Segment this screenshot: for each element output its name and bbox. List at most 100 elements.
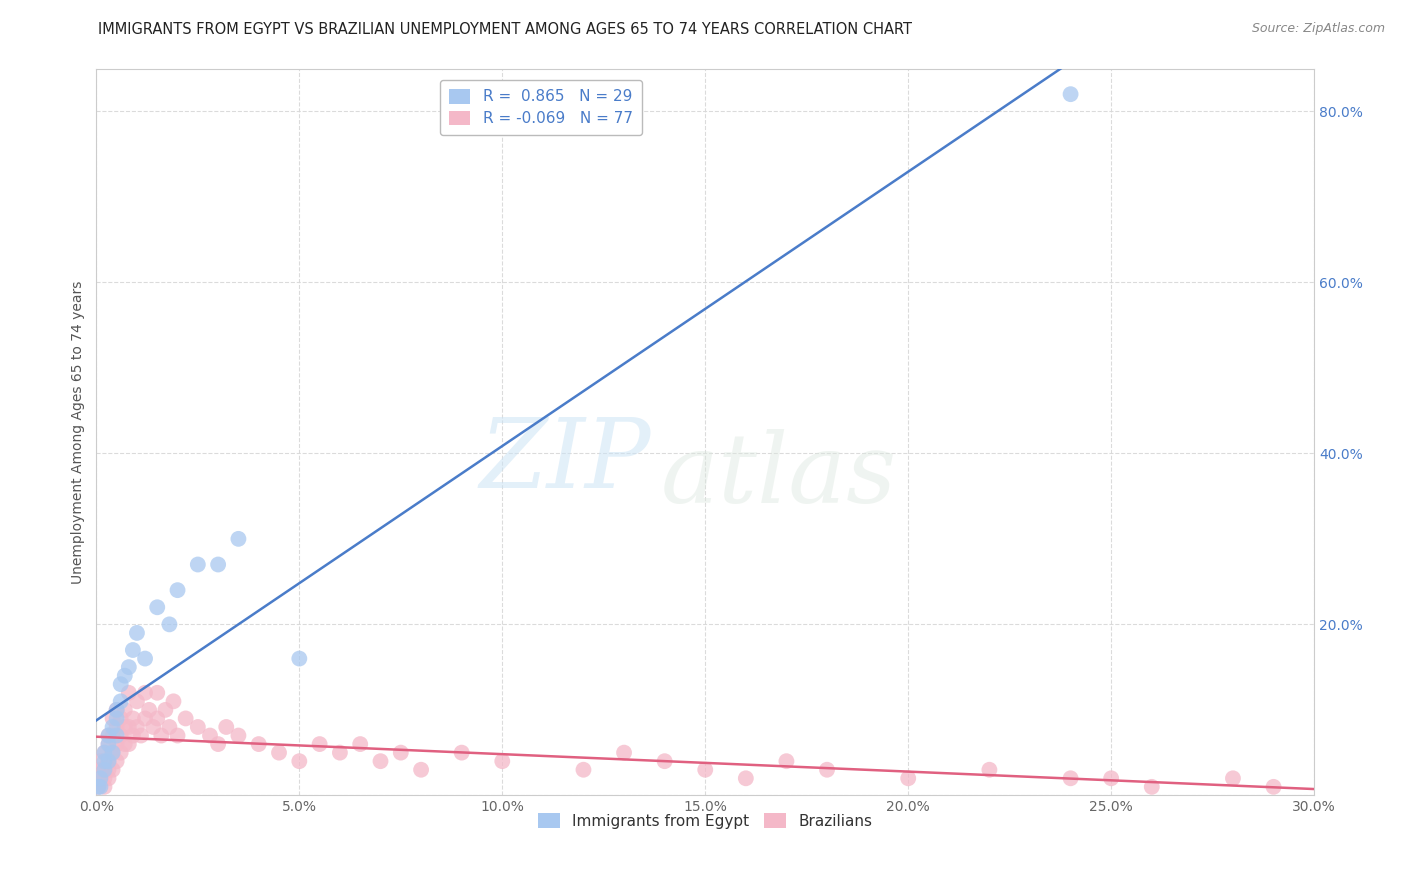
Point xyxy=(174,711,197,725)
Point xyxy=(308,737,330,751)
Point xyxy=(105,729,128,743)
Point xyxy=(187,720,209,734)
Point xyxy=(288,651,311,665)
Point xyxy=(97,737,120,751)
Text: ZIP: ZIP xyxy=(479,414,651,508)
Point xyxy=(215,720,238,734)
Point xyxy=(93,754,115,768)
Point xyxy=(110,746,132,760)
Point xyxy=(129,729,152,743)
Y-axis label: Unemployment Among Ages 65 to 74 years: Unemployment Among Ages 65 to 74 years xyxy=(72,280,86,583)
Point xyxy=(134,711,156,725)
Point xyxy=(93,780,115,794)
Point xyxy=(146,686,169,700)
Point xyxy=(93,746,115,760)
Text: IMMIGRANTS FROM EGYPT VS BRAZILIAN UNEMPLOYMENT AMONG AGES 65 TO 74 YEARS CORREL: IMMIGRANTS FROM EGYPT VS BRAZILIAN UNEMP… xyxy=(98,22,912,37)
Point xyxy=(138,703,160,717)
Point xyxy=(114,737,136,751)
Point xyxy=(349,737,371,751)
Point xyxy=(97,754,120,768)
Point xyxy=(288,754,311,768)
Point xyxy=(267,746,290,760)
Point xyxy=(101,746,124,760)
Point xyxy=(101,720,124,734)
Point xyxy=(228,532,250,546)
Point xyxy=(97,729,120,743)
Point xyxy=(110,729,132,743)
Point xyxy=(491,754,513,768)
Point xyxy=(572,763,595,777)
Point xyxy=(101,746,124,760)
Point xyxy=(122,711,145,725)
Point xyxy=(97,772,120,786)
Legend: Immigrants from Egypt, Brazilians: Immigrants from Egypt, Brazilians xyxy=(533,807,879,835)
Point xyxy=(101,729,124,743)
Point xyxy=(370,754,392,768)
Point xyxy=(1099,772,1122,786)
Point xyxy=(114,703,136,717)
Point xyxy=(979,763,1001,777)
Point xyxy=(89,772,111,786)
Point xyxy=(89,772,111,786)
Point xyxy=(198,729,221,743)
Point xyxy=(166,583,188,598)
Point xyxy=(89,780,111,794)
Point xyxy=(93,746,115,760)
Point xyxy=(157,617,180,632)
Point xyxy=(897,772,920,786)
Point xyxy=(450,746,472,760)
Point xyxy=(101,711,124,725)
Point xyxy=(97,763,120,777)
Point xyxy=(97,729,120,743)
Point xyxy=(101,763,124,777)
Point xyxy=(162,694,184,708)
Point xyxy=(695,763,717,777)
Point xyxy=(97,754,120,768)
Point xyxy=(613,746,636,760)
Point xyxy=(87,780,110,794)
Point xyxy=(155,703,177,717)
Point xyxy=(87,780,110,794)
Point xyxy=(105,754,128,768)
Point xyxy=(118,660,141,674)
Point xyxy=(110,711,132,725)
Point xyxy=(105,720,128,734)
Point xyxy=(89,754,111,768)
Point xyxy=(118,720,141,734)
Point xyxy=(1059,772,1081,786)
Point xyxy=(122,729,145,743)
Point xyxy=(329,746,352,760)
Point xyxy=(114,720,136,734)
Point xyxy=(105,703,128,717)
Point xyxy=(142,720,165,734)
Point xyxy=(105,703,128,717)
Point xyxy=(146,711,169,725)
Point xyxy=(105,737,128,751)
Point xyxy=(775,754,797,768)
Point xyxy=(134,651,156,665)
Point xyxy=(93,763,115,777)
Point xyxy=(118,737,141,751)
Point xyxy=(122,643,145,657)
Point xyxy=(89,763,111,777)
Text: Source: ZipAtlas.com: Source: ZipAtlas.com xyxy=(1251,22,1385,36)
Point xyxy=(125,720,148,734)
Point xyxy=(118,686,141,700)
Point xyxy=(97,737,120,751)
Point xyxy=(110,677,132,691)
Point xyxy=(125,626,148,640)
Point xyxy=(125,694,148,708)
Point xyxy=(207,737,229,751)
Point xyxy=(187,558,209,572)
Point xyxy=(166,729,188,743)
Point xyxy=(105,711,128,725)
Point xyxy=(157,720,180,734)
Point xyxy=(114,668,136,682)
Point xyxy=(1263,780,1285,794)
Point xyxy=(93,763,115,777)
Point xyxy=(654,754,676,768)
Point xyxy=(228,729,250,743)
Point xyxy=(1059,87,1081,102)
Text: atlas: atlas xyxy=(661,428,897,523)
Point xyxy=(389,746,412,760)
